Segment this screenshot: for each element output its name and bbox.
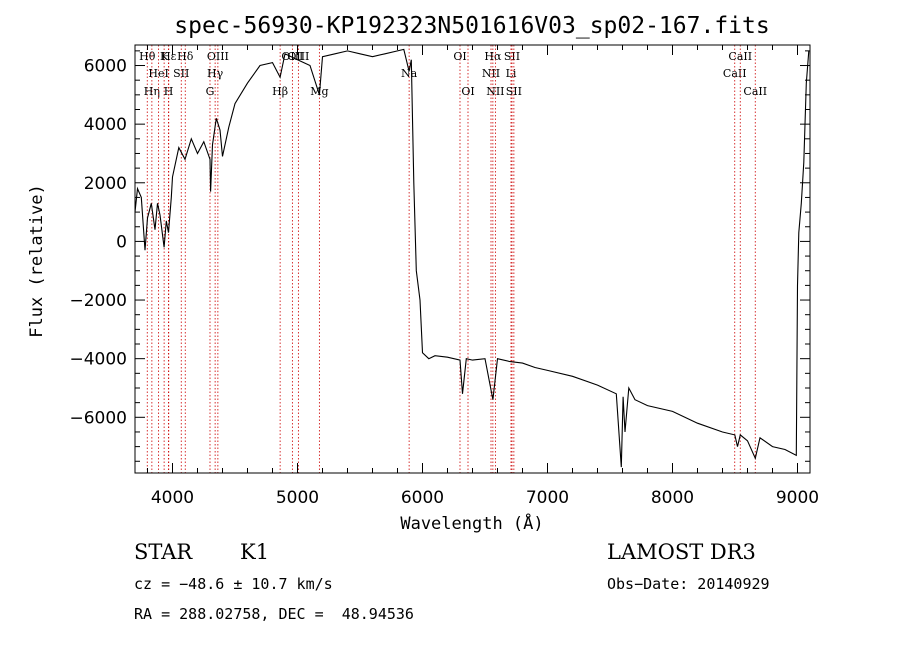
y-tick-label: 0 bbox=[116, 232, 127, 252]
line-marker-label: Li bbox=[506, 67, 517, 80]
line-marker-label: Na bbox=[401, 67, 418, 80]
x-tick-label: 6000 bbox=[401, 488, 444, 508]
x-tick-label: 4000 bbox=[151, 488, 194, 508]
line-marker-label: Hδ bbox=[177, 50, 194, 63]
plot-frame bbox=[134, 44, 811, 474]
line-marker-label: OI bbox=[461, 85, 474, 98]
redshift-text: cz = −48.6 ± 10.7 km/s bbox=[134, 575, 333, 593]
line-marker-label: G bbox=[206, 85, 215, 98]
line-marker-label: CaII bbox=[723, 67, 747, 80]
x-tick-label: 5000 bbox=[276, 488, 319, 508]
x-axis-label: Wavelength (Å) bbox=[400, 512, 543, 534]
line-marker-label: CaII bbox=[728, 50, 752, 63]
y-tick-label: −2000 bbox=[69, 291, 127, 311]
line-marker-label: SII bbox=[506, 85, 522, 98]
y-axis-ticks: −6000 −4000 −2000 0 2000 4000 6000 bbox=[69, 50, 810, 462]
y-tick-label: −6000 bbox=[69, 408, 127, 428]
line-marker-label: Hθ bbox=[139, 50, 156, 63]
line-marker-label: Hα bbox=[484, 50, 502, 63]
line-markers: HθHηHeIKHHεSIIHδGHγOIIIHβOIIIOIIIMgNaOIO… bbox=[139, 45, 767, 473]
y-tick-label: 2000 bbox=[84, 174, 127, 194]
x-tick-label: 7000 bbox=[526, 488, 569, 508]
line-marker-label: HeI bbox=[148, 67, 168, 80]
object-class: STAR bbox=[134, 540, 193, 564]
line-marker-label: OIII bbox=[287, 50, 309, 63]
y-tick-label: −4000 bbox=[69, 350, 127, 370]
y-axis-label: Flux (relative) bbox=[27, 184, 47, 338]
x-tick-label: 9000 bbox=[776, 488, 819, 508]
line-marker-label: SII bbox=[504, 50, 520, 63]
line-marker-label: NII bbox=[482, 67, 500, 80]
line-marker-label: Hγ bbox=[207, 67, 224, 80]
line-marker-label: NII bbox=[486, 85, 504, 98]
line-marker-label: Hε bbox=[161, 50, 177, 63]
chart-title: spec-56930-KP192323N501616V03_sp02-167.f… bbox=[174, 13, 769, 39]
line-marker-label: OIII bbox=[207, 50, 229, 63]
x-tick-label: 8000 bbox=[651, 488, 694, 508]
x-axis-ticks: 4000 5000 6000 7000 8000 9000 bbox=[147, 45, 819, 508]
survey-name: LAMOST DR3 bbox=[607, 540, 756, 564]
line-marker-label: SII bbox=[173, 67, 189, 80]
y-tick-label: 4000 bbox=[84, 115, 127, 135]
coordinates-text: RA = 288.02758, DEC = 48.94536 bbox=[134, 605, 414, 623]
line-marker-label: Hη bbox=[144, 85, 160, 98]
line-marker-label: Hβ bbox=[272, 85, 288, 98]
line-marker-label: K bbox=[160, 50, 169, 63]
object-subclass: K1 bbox=[240, 540, 270, 564]
y-tick-label: 6000 bbox=[84, 57, 127, 77]
line-marker-label: CaII bbox=[743, 85, 767, 98]
spectrum-line bbox=[134, 48, 810, 468]
obs-date-text: Obs−Date: 20140929 bbox=[607, 575, 770, 593]
line-marker-label: OI bbox=[453, 50, 466, 63]
